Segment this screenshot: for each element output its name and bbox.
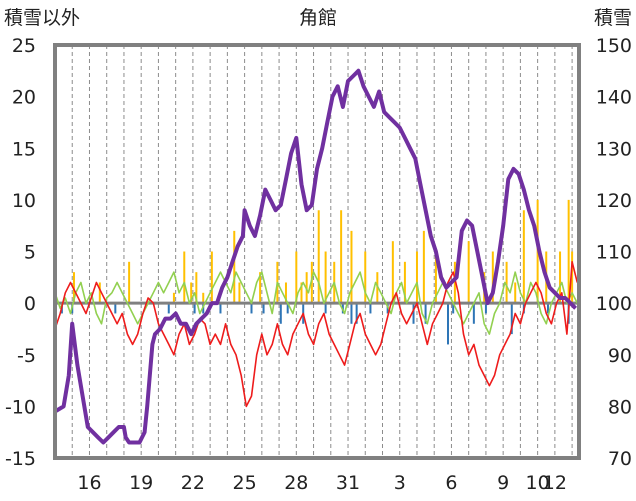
left-tick-label: 5 bbox=[24, 242, 36, 264]
plot-frame bbox=[53, 43, 581, 460]
right-tick-label: 120 bbox=[596, 190, 632, 212]
right-tick-label: 70 bbox=[608, 448, 632, 470]
left-tick-label: 25 bbox=[12, 35, 36, 57]
x-tick-label: 31 bbox=[336, 472, 360, 494]
left-tick-label: 10 bbox=[12, 190, 36, 212]
plot-background bbox=[55, 45, 579, 458]
right-axis-title: 積雪 bbox=[594, 7, 632, 29]
left-tick-label: -5 bbox=[17, 345, 36, 367]
x-tick-label: 9 bbox=[497, 472, 509, 494]
left-tick-label: -15 bbox=[5, 448, 36, 470]
series-layer bbox=[53, 68, 579, 445]
chart-title: 角館 bbox=[299, 7, 337, 29]
x-tick-label: 22 bbox=[181, 472, 205, 494]
x-tick-label: 10 bbox=[526, 472, 550, 494]
x-tick-label: 6 bbox=[445, 472, 457, 494]
series-line bbox=[54, 260, 579, 408]
x-tick-label: 28 bbox=[284, 472, 308, 494]
right-tick-label: 100 bbox=[596, 293, 632, 315]
right-tick-label: 80 bbox=[608, 396, 632, 418]
series-line bbox=[53, 68, 578, 445]
right-tick-label: 110 bbox=[596, 242, 632, 264]
x-tick-label: 3 bbox=[394, 472, 406, 494]
right-tick-label: 90 bbox=[608, 345, 632, 367]
right-tick-label: 130 bbox=[596, 138, 632, 160]
x-tick-label: 12 bbox=[543, 472, 567, 494]
left-tick-label: 20 bbox=[12, 87, 36, 109]
left-tick-label: -10 bbox=[5, 396, 36, 418]
left-tick-label: 0 bbox=[24, 293, 36, 315]
right-axis-ticks: 150 140 130 120 110 100 90 80 70 bbox=[596, 35, 632, 470]
left-tick-label: 15 bbox=[12, 138, 36, 160]
left-axis-title: 積雪以外 bbox=[4, 7, 80, 29]
x-tick-label: 25 bbox=[233, 472, 257, 494]
left-axis-ticks: 25 20 15 10 5 0 -5 -10 -15 bbox=[5, 35, 36, 470]
x-tick-label: 19 bbox=[129, 472, 153, 494]
right-tick-label: 150 bbox=[596, 35, 632, 57]
x-tick-label: 16 bbox=[77, 472, 101, 494]
right-tick-label: 140 bbox=[596, 87, 632, 109]
